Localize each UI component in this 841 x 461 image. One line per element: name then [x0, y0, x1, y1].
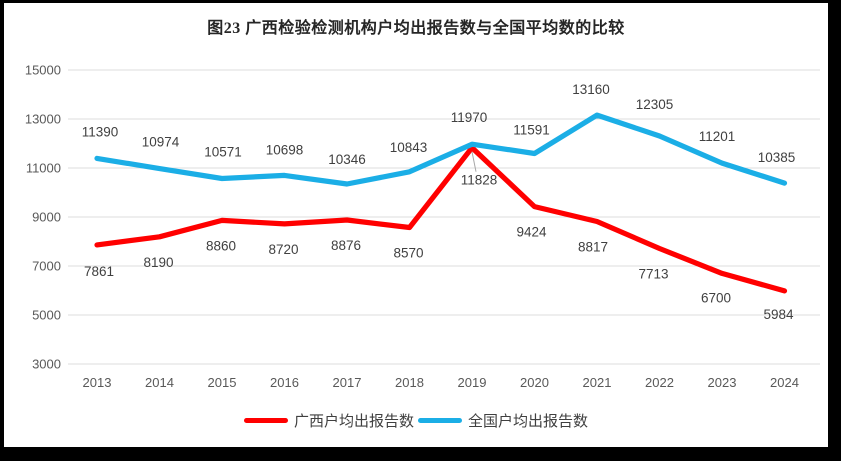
data-point-label: 11970 [451, 110, 488, 125]
data-point-label: 8876 [331, 238, 361, 253]
y-axis-tick-label: 13000 [25, 112, 61, 127]
data-point-label: 10698 [266, 142, 304, 157]
data-point-label: 8570 [393, 246, 423, 261]
x-axis-tick-label: 2021 [583, 375, 612, 390]
y-axis-tick-label: 5000 [32, 308, 61, 323]
y-axis-tick-label: 9000 [32, 210, 61, 225]
x-axis-tick-label: 2024 [770, 375, 799, 390]
national-series-line [94, 112, 788, 187]
guangxi-series-line [94, 145, 788, 294]
data-point-label: 10843 [390, 140, 428, 155]
data-point-label: 11591 [513, 123, 550, 138]
data-point-label: 12305 [636, 97, 674, 112]
data-point-label: 5984 [763, 307, 794, 322]
chart-title: 图23 广西检验检测机构户均出报告数与全国平均数的比较 [207, 20, 625, 37]
data-point-label: 10974 [142, 135, 180, 150]
legend-item-national: 全国户均出报告数 [418, 410, 588, 431]
data-label-leader-line [471, 151, 477, 172]
x-axis-tick-label: 2019 [458, 375, 487, 390]
data-point-label: 8720 [268, 242, 298, 257]
line-chart-plot-area: 3000 5000 7000 9000 11000 13000 15000 2013 2014 2… [25, 63, 820, 390]
data-point-label: 6700 [701, 290, 731, 305]
legend-red-line-marker [243, 417, 288, 423]
y-axis-tick-label: 15000 [25, 63, 61, 78]
data-point-label: 9424 [516, 225, 547, 240]
data-point-label: 8190 [143, 255, 173, 270]
legend-item-guangxi: 广西户均出报告数 [243, 410, 414, 431]
data-point-label: 8860 [206, 238, 236, 253]
data-point-label: 7861 [84, 264, 114, 279]
data-point-label: 11828 [461, 173, 498, 188]
data-point-label: 8817 [578, 239, 608, 254]
x-axis-tick-label: 2014 [145, 375, 174, 390]
chart-legend: 广西户均出报告数 全国户均出报告数 [4, 408, 828, 432]
y-axis-tick-label: 7000 [32, 259, 61, 274]
data-point-label: 11390 [82, 124, 119, 139]
x-axis-tick-label: 2016 [270, 375, 299, 390]
x-axis-tick-label: 2013 [83, 375, 112, 390]
data-point-label: 10346 [328, 152, 366, 167]
data-point-label: 10571 [204, 145, 242, 160]
x-axis-tick-label: 2015 [208, 375, 237, 390]
data-point-label: 7713 [638, 267, 668, 282]
y-axis-tick-label: 11000 [26, 161, 61, 176]
x-axis-tick-label: 2022 [645, 375, 674, 390]
x-axis-tick-label: 2018 [395, 375, 424, 390]
x-axis-tick-label: 2023 [708, 375, 737, 390]
legend-label-guangxi: 广西户均出报告数 [293, 412, 414, 430]
x-axis-tick-label: 2020 [520, 375, 549, 390]
legend-label-national: 全国户均出报告数 [468, 412, 589, 430]
data-point-label: 13160 [572, 82, 610, 97]
x-axis-tick-label: 2017 [333, 375, 362, 390]
data-point-label: 11201 [699, 129, 736, 144]
data-point-label: 10385 [758, 150, 796, 165]
chart-canvas: 图23 广西检验检测机构户均出报告数与全国平均数的比较 3000 5000 7000… [4, 3, 828, 447]
legend-blue-line-marker [418, 417, 462, 423]
y-axis-tick-label: 3000 [32, 357, 61, 372]
